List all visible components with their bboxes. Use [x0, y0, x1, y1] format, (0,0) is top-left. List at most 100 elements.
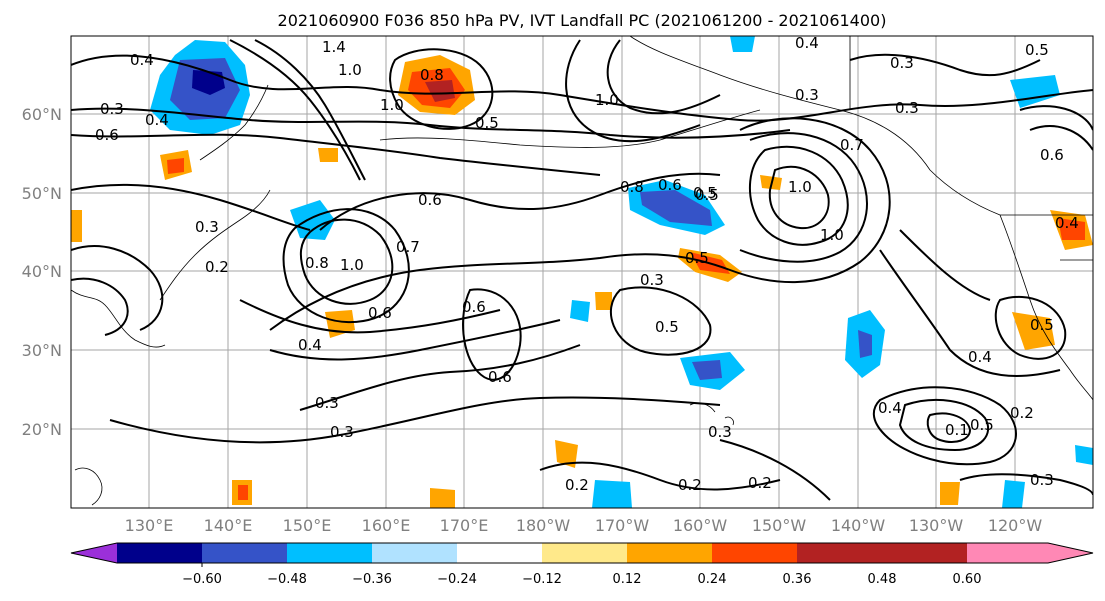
lat-label: 20°N	[22, 420, 62, 439]
lat-label: 30°N	[22, 341, 62, 360]
lon-label: 160°E	[362, 516, 411, 535]
contour-line	[994, 295, 1067, 360]
contour-line	[299, 218, 394, 305]
contour-line	[319, 172, 721, 231]
colorbar-tick-label: 0.36	[783, 572, 812, 587]
contour-line	[898, 398, 990, 452]
contour-line	[282, 208, 410, 324]
colorbar-tick-label: −0.36	[352, 572, 392, 587]
contour-line	[926, 412, 972, 443]
contour-label: 0.4	[968, 348, 992, 366]
pv-negative-region	[192, 70, 225, 95]
contour-label: 0.5	[693, 184, 717, 202]
contour-line	[71, 183, 311, 231]
contour-line	[299, 344, 581, 411]
colorbar-segment	[202, 543, 287, 563]
lon-label: 150°W	[752, 516, 807, 535]
pv-positive-region	[238, 485, 248, 500]
contour-label: 0.6	[418, 191, 442, 209]
colorbar-extend-low	[71, 543, 117, 563]
contour-label: 1.4	[322, 38, 346, 56]
contour-label: 1.0	[380, 96, 404, 114]
contour-line	[565, 39, 701, 143]
contour-label: 0.4	[130, 51, 154, 69]
contour-label: 0.4	[145, 111, 169, 129]
contour-label: 0.4	[1055, 214, 1079, 232]
colorbar-tick-label: 0.24	[698, 572, 727, 587]
contour-label: 0.4	[878, 399, 902, 417]
lon-label: 170°E	[440, 516, 489, 535]
contour-line	[71, 107, 791, 139]
contour-line	[254, 39, 366, 181]
contour-line	[609, 286, 712, 356]
contour-label: 0.8	[620, 178, 644, 196]
pv-positive-region	[167, 158, 184, 174]
coastlines	[71, 36, 1093, 506]
contour-line	[959, 473, 1093, 496]
contour-label: 0.1	[945, 421, 969, 439]
contour-label: 0.4	[298, 336, 322, 354]
colorbar-tick-label: −0.12	[522, 572, 562, 587]
contour-label: 0.6	[368, 304, 392, 322]
contour-label: 1.0	[338, 61, 362, 79]
pv-negative-region	[1075, 445, 1093, 465]
pv-negative-region	[290, 200, 335, 240]
contour-line	[71, 245, 164, 331]
contour-line	[849, 53, 1041, 77]
pv-negative-region	[692, 360, 722, 380]
contour-label: 0.8	[305, 254, 329, 272]
contour-line	[899, 229, 991, 301]
map-title: 2021060900 F036 850 hPa PV, IVT Landfall…	[278, 11, 887, 30]
contour-line	[71, 277, 129, 336]
contour-label: 0.5	[695, 186, 719, 204]
gridlines	[71, 36, 1093, 508]
contour-label: 1.0	[820, 226, 844, 244]
contour-line	[719, 439, 831, 501]
contour-line	[71, 54, 1093, 122]
colorbar-segment	[712, 543, 797, 563]
contour-label: 1.0	[340, 256, 364, 274]
contour-label: 0.3	[640, 271, 664, 289]
contour-label: 0.3	[1030, 471, 1054, 489]
contour-label: 0.2	[565, 476, 589, 494]
contour-line	[606, 39, 721, 115]
contour-label: 0.5	[685, 249, 709, 267]
contour-line	[539, 461, 781, 491]
pv-positive-region	[71, 210, 82, 242]
colorbar-tick-label: −0.60	[182, 572, 222, 587]
lon-label: 180°W	[516, 516, 571, 535]
lon-label: 130°E	[125, 516, 174, 535]
lon-axis-labels: 130°E 140°E 150°E 160°E 170°E 180°W 170°…	[125, 516, 1043, 535]
map-panel: 0.4 0.3 0.6 1.4 1.0 0.8 0.3 0.5 0.3 0.4 …	[70, 35, 1094, 509]
coastline-hawaii	[689, 402, 734, 426]
contour-label: 0.6	[1040, 146, 1064, 164]
contour-line	[748, 145, 849, 246]
pv-positive-region	[430, 488, 455, 508]
contour-line	[739, 132, 868, 263]
lat-label: 50°N	[22, 184, 62, 203]
lat-label: 40°N	[22, 262, 62, 281]
pv-negative-region	[1002, 480, 1025, 508]
pv-positive-region	[318, 148, 338, 162]
colorbar: −0.60 −0.48 −0.36 −0.24 −0.12 0.12 0.24 …	[70, 542, 1094, 587]
coastline-aleutians	[379, 109, 761, 148]
lon-label: 140°E	[204, 516, 253, 535]
contour-label: 0.7	[840, 136, 864, 154]
coastline-asia	[71, 289, 166, 348]
ivt-contours	[71, 39, 1093, 501]
contour-label: 0.5	[475, 114, 499, 132]
contour-label: 0.6	[95, 126, 119, 144]
contour-label: 1.0	[595, 91, 619, 109]
colorbar-outline	[70, 542, 1094, 564]
contour-label: 0.3	[708, 423, 732, 441]
contour-label: 0.6	[462, 298, 486, 316]
pv-negative-region	[640, 190, 712, 226]
lon-label: 130°W	[909, 516, 964, 535]
pv-positive-region	[595, 292, 612, 310]
pv-negative-region	[730, 36, 755, 52]
contour-label: 0.3	[100, 100, 124, 118]
colorbar-segment	[627, 543, 712, 563]
lat-label: 60°N	[22, 105, 62, 124]
contour-label: 1.0	[788, 178, 812, 196]
